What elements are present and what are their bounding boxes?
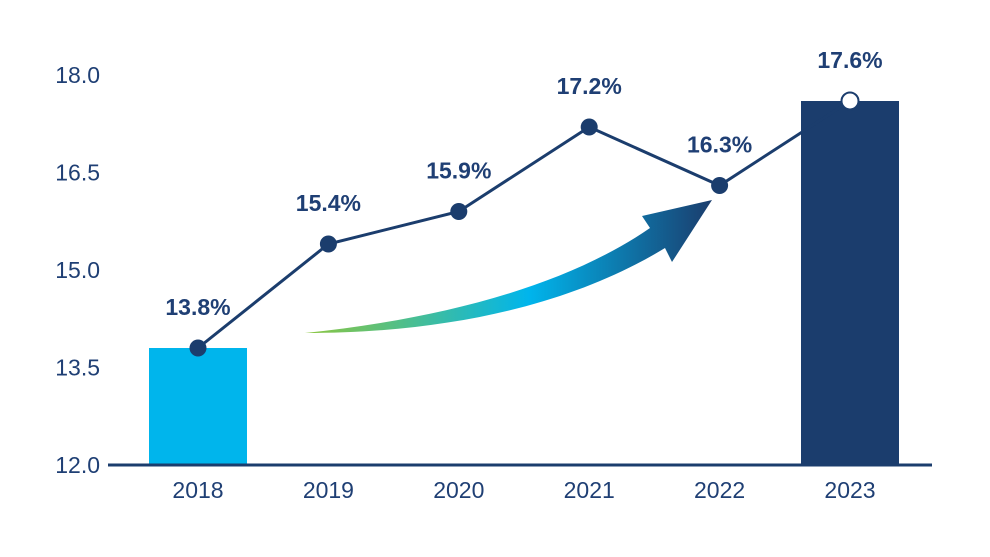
x-tick-label: 2022 xyxy=(694,477,745,503)
y-tick-label: 13.5 xyxy=(55,355,100,381)
data-label: 16.3% xyxy=(687,132,752,158)
growth-arrow xyxy=(305,200,712,333)
bar-2018 xyxy=(149,348,247,465)
line-series xyxy=(197,99,851,350)
x-tick-label: 2021 xyxy=(564,477,615,503)
y-tick-label: 12.0 xyxy=(55,452,100,478)
y-tick-label: 15.0 xyxy=(55,257,100,283)
x-tick-label: 2019 xyxy=(303,477,354,503)
data-label: 17.6% xyxy=(817,47,882,73)
line-point-2022 xyxy=(711,177,729,194)
line-point-2019 xyxy=(319,235,337,253)
x-tick-label: 2020 xyxy=(433,477,484,503)
data-label: 15.9% xyxy=(426,158,491,184)
line-point-2023 xyxy=(840,91,860,111)
line-point-2018 xyxy=(189,339,207,357)
x-tick-label: 2023 xyxy=(824,477,875,503)
line-point-2020 xyxy=(450,203,468,220)
data-label: 15.4% xyxy=(296,190,361,216)
y-tick-label: 18.0 xyxy=(55,62,100,88)
y-tick-label: 16.5 xyxy=(55,160,100,186)
x-tick-label: 2018 xyxy=(172,477,223,503)
bar-2023 xyxy=(801,101,899,465)
data-label: 13.8% xyxy=(165,294,230,320)
line-point-2021 xyxy=(580,118,598,136)
data-label: 17.2% xyxy=(557,73,622,99)
